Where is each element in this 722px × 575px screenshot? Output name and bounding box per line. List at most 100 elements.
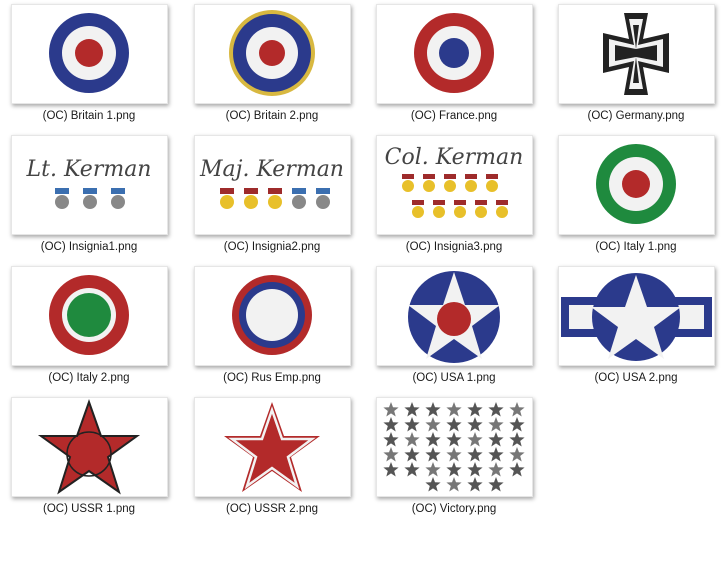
insignia-text: Lt. Kerman — [26, 157, 152, 182]
star-icon — [446, 462, 462, 477]
star-icon — [404, 402, 420, 417]
star-grid-icon — [383, 402, 525, 492]
medal-row — [220, 188, 330, 209]
file-item-ussr-1[interactable]: (OC) USSR 1.png — [0, 395, 170, 523]
file-name[interactable]: (OC) Insignia2.png — [223, 241, 321, 253]
star-icon — [467, 402, 483, 417]
file-name[interactable]: (OC) Rus Emp.png — [223, 372, 321, 384]
roundel-icon — [229, 10, 315, 96]
star-icon — [404, 447, 420, 462]
insignia-icon: Col. Kerman — [385, 145, 524, 218]
star-icon — [488, 402, 504, 417]
file-item-rus-emp[interactable]: (OC) Rus Emp.png — [183, 264, 353, 392]
star-icon — [383, 417, 399, 432]
file-name[interactable]: (OC) Britain 2.png — [225, 110, 319, 122]
file-name[interactable]: (OC) USA 2.png — [594, 372, 678, 384]
medal-row — [55, 188, 125, 209]
file-item-italy-2[interactable]: (OC) Italy 2.png — [0, 264, 170, 392]
thumbnail[interactable] — [558, 135, 715, 235]
file-item-usa-2[interactable]: (OC) USA 2.png — [547, 264, 717, 392]
file-name[interactable]: (OC) Britain 1.png — [42, 110, 136, 122]
star-icon — [425, 477, 441, 492]
star-icon — [488, 462, 504, 477]
file-item-germany[interactable]: (OC) Germany.png — [547, 2, 717, 130]
medal-rows — [402, 174, 508, 218]
star-icon — [425, 447, 441, 462]
thumbnail[interactable] — [11, 397, 168, 497]
star-icon — [509, 402, 525, 417]
file-item-britain-2[interactable]: (OC) Britain 2.png — [183, 2, 353, 130]
thumbnail[interactable] — [376, 397, 533, 497]
file-name[interactable]: (OC) USA 1.png — [412, 372, 496, 384]
thumbnail[interactable] — [194, 4, 351, 104]
thumbnail[interactable] — [194, 397, 351, 497]
star-icon — [467, 417, 483, 432]
thumbnail[interactable] — [11, 4, 168, 104]
roundel-icon — [49, 275, 129, 355]
star-icon — [383, 432, 399, 447]
file-item-insignia-2[interactable]: Maj. Kerman (OC) Insignia2.png — [183, 133, 353, 261]
thumbnail[interactable] — [376, 4, 533, 104]
file-item-insignia-1[interactable]: Lt. Kerman (OC) Insignia1.png — [0, 133, 170, 261]
star-icon — [509, 462, 525, 477]
star-icon — [404, 432, 420, 447]
star-icon — [383, 447, 399, 462]
star-icon — [425, 432, 441, 447]
star-icon — [37, 398, 141, 495]
thumbnail[interactable] — [11, 266, 168, 366]
star-icon — [467, 462, 483, 477]
thumbnail[interactable] — [558, 4, 715, 104]
star-icon — [488, 477, 504, 492]
star-icon — [488, 432, 504, 447]
star-icon — [425, 462, 441, 477]
file-item-france[interactable]: (OC) France.png — [365, 2, 535, 130]
file-name[interactable]: (OC) Italy 1.png — [595, 241, 677, 253]
file-item-insignia-3[interactable]: Col. Kerman (OC) Insignia3.png — [365, 133, 535, 261]
star-icon — [467, 477, 483, 492]
file-name[interactable]: (OC) Italy 2.png — [48, 372, 130, 384]
file-name[interactable]: (OC) Victory.png — [411, 503, 497, 515]
star-icon — [488, 417, 504, 432]
file-item-italy-1[interactable]: (OC) Italy 1.png — [547, 133, 717, 261]
insignia-icon: Maj. Kerman — [199, 157, 344, 209]
roundel-icon — [49, 13, 129, 93]
file-name[interactable]: (OC) Insignia3.png — [405, 241, 503, 253]
file-name[interactable]: (OC) Germany.png — [587, 110, 685, 122]
star-icon — [509, 447, 525, 462]
thumbnail[interactable] — [376, 266, 533, 366]
thumbnail[interactable]: Col. Kerman — [376, 135, 533, 235]
insignia-text: Col. Kerman — [385, 145, 524, 170]
star-icon — [509, 432, 525, 447]
star-icon — [488, 447, 504, 462]
star-icon — [404, 462, 420, 477]
insignia-icon: Lt. Kerman — [26, 157, 152, 209]
star-icon — [446, 417, 462, 432]
star-roundel-icon — [408, 271, 500, 363]
star-icon — [509, 417, 525, 432]
file-item-usa-1[interactable]: (OC) USA 1.png — [365, 264, 535, 392]
roundel-icon — [596, 144, 676, 224]
thumbnail[interactable] — [558, 266, 715, 366]
star-icon — [446, 402, 462, 417]
roundel-icon — [232, 275, 312, 355]
file-name[interactable]: (OC) France.png — [410, 110, 498, 122]
star-icon — [446, 477, 462, 492]
file-name[interactable]: (OC) Insignia1.png — [40, 241, 138, 253]
thumbnail[interactable] — [194, 266, 351, 366]
thumbnail[interactable]: Lt. Kerman — [11, 135, 168, 235]
thumbnail[interactable]: Maj. Kerman — [194, 135, 351, 235]
file-item-ussr-2[interactable]: (OC) USSR 2.png — [183, 395, 353, 523]
iron-cross-icon — [603, 13, 669, 95]
insignia-text: Maj. Kerman — [199, 157, 344, 182]
roundel-icon — [414, 13, 494, 93]
star-icon — [383, 402, 399, 417]
file-item-britain-1[interactable]: (OC) Britain 1.png — [0, 2, 170, 130]
file-item-victory[interactable]: (OC) Victory.png — [365, 395, 535, 523]
star-icon — [404, 417, 420, 432]
file-name[interactable]: (OC) USSR 2.png — [225, 503, 319, 515]
star-icon — [467, 432, 483, 447]
star-icon — [425, 417, 441, 432]
file-name[interactable]: (OC) USSR 1.png — [42, 503, 136, 515]
star-icon — [467, 447, 483, 462]
